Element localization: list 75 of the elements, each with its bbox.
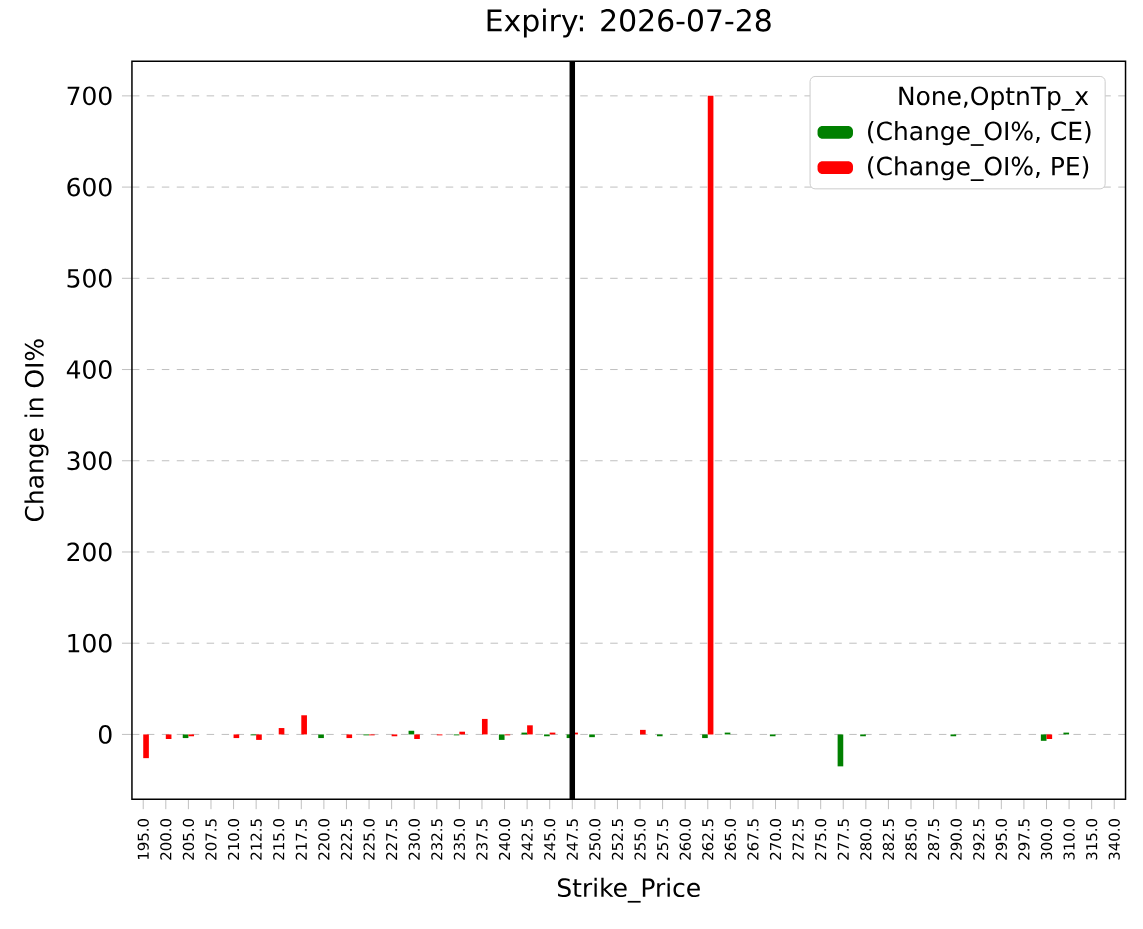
bar	[702, 734, 708, 739]
x-tick-label: 315.0	[1086, 819, 1098, 860]
x-tick-label: 267.5	[747, 819, 759, 860]
x-tick-label: 295.0	[995, 819, 1007, 860]
x-tick-label: 237.5	[476, 819, 488, 860]
x-tick-label: 255.0	[634, 819, 646, 860]
legend-title: None,OptnTp_x	[899, 86, 1089, 111]
x-tick-label: 257.5	[656, 819, 669, 860]
x-tick-label: 280.0	[860, 819, 872, 860]
x-tick-label: 252.5	[611, 819, 624, 860]
bar	[301, 715, 307, 735]
x-tick-label: 222.5	[340, 819, 353, 860]
x-tick-label: 282.5	[882, 819, 895, 860]
x-tick-label: 210.0	[227, 819, 240, 860]
y-tick-label: 600	[67, 177, 112, 197]
bar	[1046, 734, 1053, 740]
x-tick-label: 225.0	[363, 819, 375, 860]
x-tick-label: 242.5	[521, 819, 533, 860]
x-tick-label: 262.5	[702, 819, 714, 860]
bar	[233, 734, 240, 739]
y-tick-label: 100	[68, 633, 112, 653]
bar	[640, 729, 646, 735]
x-tick-label: 285.0	[905, 819, 917, 860]
y-tick-label: 0	[98, 725, 112, 744]
x-tick-label: 265.0	[724, 819, 736, 860]
legend-label: (Change_OI%, PE)	[868, 156, 1089, 182]
x-tick-label: 250.0	[589, 819, 601, 860]
x-tick-label: 212.5	[250, 819, 262, 860]
chart-title: Expiry: 2026-07-28	[487, 8, 771, 38]
x-tick-label: 215.0	[273, 819, 285, 860]
x-tick-label: 245.0	[544, 819, 556, 860]
x-axis-title: Strike_Price	[557, 877, 700, 903]
y-tick-label: 200	[67, 542, 112, 562]
x-tick-label: 297.5	[1018, 819, 1030, 860]
x-tick-label: 247.5	[566, 819, 578, 860]
x-tick-label: 217.5	[295, 819, 307, 860]
x-tick-label: 340.0	[1108, 819, 1120, 860]
x-tick-label: 220.0	[318, 819, 330, 860]
bar	[182, 734, 189, 739]
x-tick-label: 292.5	[973, 819, 985, 860]
y-tick-label: 700	[67, 86, 112, 106]
bar	[498, 734, 505, 740]
x-tick-label: 287.5	[927, 819, 940, 860]
x-tick-label: 230.0	[408, 819, 420, 860]
x-tick-label: 227.5	[385, 819, 398, 860]
bar	[527, 725, 533, 735]
x-tick-label: 270.0	[769, 819, 782, 860]
y-tick-label: 500	[67, 268, 112, 288]
y-axis-title: Change in OI%	[24, 339, 49, 522]
x-tick-label: 235.0	[453, 819, 466, 860]
x-tick-label: 195.0	[137, 819, 149, 860]
x-tick-label: 232.5	[431, 819, 443, 860]
x-tick-label: 275.0	[815, 819, 827, 860]
x-tick-label: 205.0	[182, 819, 195, 860]
bar	[414, 734, 420, 740]
x-tick-label: 240.0	[498, 819, 511, 860]
bar	[256, 734, 262, 740]
bar	[165, 734, 172, 740]
x-tick-label: 290.0	[950, 819, 962, 860]
x-tick-label: 300.0	[1040, 819, 1053, 860]
x-tick-label: 200.0	[160, 819, 172, 860]
x-tick-label: 310.0	[1063, 819, 1075, 860]
bar	[143, 734, 149, 759]
bar	[1040, 734, 1047, 741]
bar	[589, 734, 595, 738]
x-tick-label: 207.5	[205, 819, 217, 860]
x-tick-label: 277.5	[837, 819, 849, 860]
y-tick-label: 300	[67, 451, 112, 471]
bar	[318, 734, 324, 739]
bar	[481, 719, 488, 735]
x-tick-label: 272.5	[792, 819, 804, 860]
x-tick-label: 260.0	[679, 819, 691, 860]
legend-label: (Change_OI%, CE)	[868, 121, 1091, 146]
bar	[346, 734, 353, 739]
y-tick-label: 400	[66, 360, 112, 380]
